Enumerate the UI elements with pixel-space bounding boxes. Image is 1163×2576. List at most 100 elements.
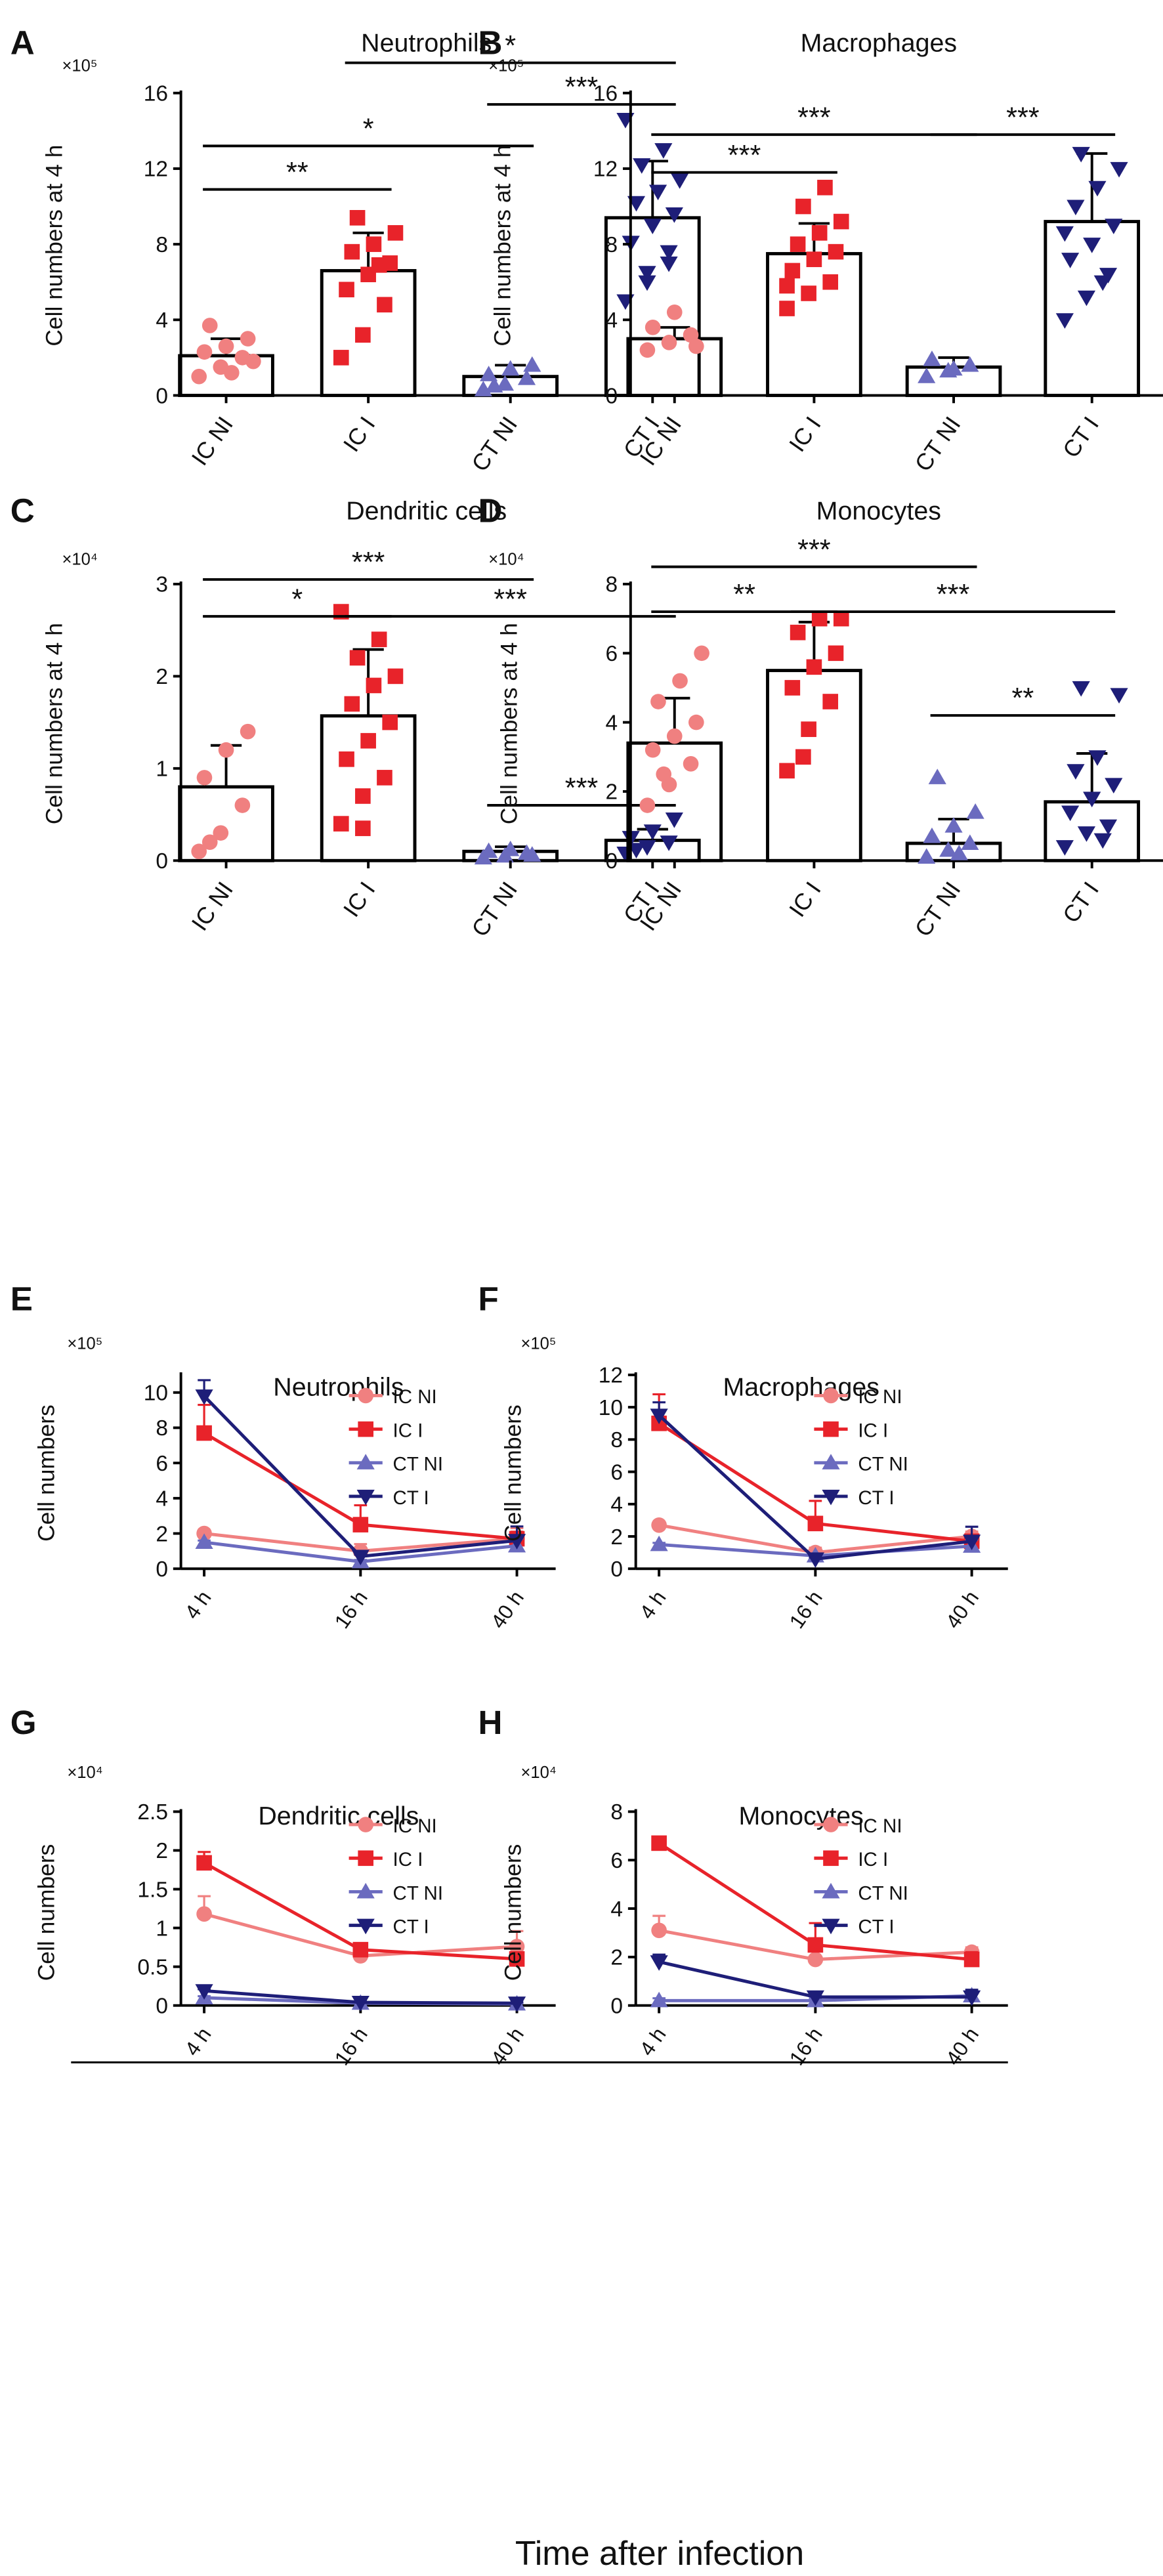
data-point bbox=[923, 827, 941, 843]
y-axis-label: Cell numbers bbox=[499, 1844, 526, 1981]
x-tick-label: IC NI bbox=[186, 412, 238, 470]
y-tick-label: 4 bbox=[606, 308, 618, 333]
y-tick-label: 10 bbox=[144, 1382, 168, 1406]
legend-label: CT NI bbox=[858, 1454, 908, 1475]
legend-label: IC NI bbox=[858, 1386, 902, 1408]
y-axis-label: Cell numbers bbox=[499, 1404, 526, 1542]
data-point bbox=[496, 375, 515, 391]
data-point bbox=[660, 256, 678, 272]
chart-title: Neutrophils bbox=[273, 1372, 404, 1401]
data-point bbox=[918, 848, 936, 864]
data-point bbox=[944, 360, 963, 376]
x-tick-label: 4 h bbox=[180, 2023, 216, 2060]
significance-label: *** bbox=[937, 579, 970, 610]
x-tick-label: CT I bbox=[1057, 412, 1104, 462]
data-point bbox=[650, 1991, 668, 2008]
x-tick-label: 4 h bbox=[635, 2023, 671, 2060]
data-point bbox=[240, 723, 256, 740]
data-point bbox=[501, 840, 520, 856]
legend-label: IC I bbox=[858, 1849, 888, 1870]
legend-marker bbox=[356, 1454, 375, 1469]
legend-marker bbox=[823, 1421, 839, 1437]
y-tick-label: 1.5 bbox=[137, 1878, 168, 1902]
y-tick-label: 4 bbox=[156, 308, 168, 333]
data-point bbox=[509, 1939, 525, 1954]
x-tick-label: CT NI bbox=[910, 412, 965, 476]
data-point bbox=[355, 788, 371, 804]
data-point bbox=[191, 843, 207, 860]
y-axis-label: Cell numbers bbox=[33, 1404, 60, 1542]
data-point bbox=[1110, 688, 1128, 704]
y-tick-label: 1 bbox=[156, 1916, 168, 1941]
y-tick-label: 1 bbox=[156, 757, 168, 782]
legend-marker bbox=[822, 1454, 840, 1469]
x-tick-label: CT I bbox=[1057, 877, 1104, 927]
data-point bbox=[639, 797, 656, 813]
data-point bbox=[650, 1408, 668, 1425]
chart-title: Macrophages bbox=[801, 29, 957, 58]
legend-marker bbox=[358, 1387, 374, 1404]
significance-label: *** bbox=[352, 547, 385, 578]
legend-marker bbox=[823, 1850, 839, 1867]
data-point bbox=[377, 297, 392, 313]
y-axis-label: Cell numbers at 4 h bbox=[41, 145, 68, 347]
data-point bbox=[201, 318, 218, 333]
data-point bbox=[196, 1855, 212, 1871]
y-tick-label: 2.5 bbox=[137, 1800, 168, 1825]
data-point bbox=[355, 327, 371, 343]
chart-title: Macrophages bbox=[723, 1372, 879, 1401]
y-tick-label: 2 bbox=[156, 665, 168, 689]
data-point bbox=[351, 1995, 370, 2012]
x-tick-label: CT NI bbox=[910, 877, 965, 941]
panel-letter: D bbox=[478, 492, 502, 529]
y-tick-label: 2 bbox=[156, 1522, 168, 1546]
axis-multiplier: ×10⁵ bbox=[67, 1335, 102, 1353]
legend-label: IC NI bbox=[393, 1815, 437, 1837]
data-point bbox=[1055, 840, 1074, 856]
data-point bbox=[1055, 313, 1074, 329]
data-point bbox=[218, 338, 234, 354]
x-tick-label: CT NI bbox=[467, 412, 522, 476]
data-point bbox=[633, 158, 651, 174]
y-tick-label: 6 bbox=[606, 642, 618, 666]
y-tick-label: 0 bbox=[610, 1557, 623, 1582]
y-tick-label: 6 bbox=[156, 1452, 168, 1476]
significance-label: *** bbox=[797, 534, 831, 566]
data-point bbox=[806, 1552, 824, 1569]
significance-label: ** bbox=[286, 157, 308, 188]
legend-marker bbox=[356, 1489, 375, 1506]
data-point bbox=[195, 1389, 213, 1405]
data-point bbox=[790, 624, 806, 641]
legend-label: CT NI bbox=[393, 1454, 444, 1475]
axis-multiplier: ×10⁵ bbox=[488, 56, 524, 75]
data-point bbox=[822, 274, 839, 290]
data-point bbox=[1072, 681, 1090, 697]
significance-label: *** bbox=[728, 140, 761, 171]
significance-label: ** bbox=[1012, 683, 1034, 714]
data-point bbox=[795, 198, 811, 215]
data-point bbox=[224, 365, 240, 381]
data-point bbox=[811, 225, 828, 241]
x-tick-label: IC I bbox=[784, 877, 826, 921]
legend-label: IC I bbox=[858, 1420, 888, 1441]
data-point bbox=[234, 797, 251, 813]
chart-title: Dendritic cells bbox=[346, 496, 507, 525]
data-point bbox=[480, 366, 498, 381]
data-point bbox=[806, 659, 822, 675]
chart-title: Neutrophils bbox=[361, 29, 492, 58]
y-tick-label: 0 bbox=[156, 1995, 168, 2019]
y-tick-label: 2 bbox=[610, 1946, 623, 1970]
y-tick-label: 12 bbox=[144, 158, 168, 182]
significance-label: *** bbox=[797, 102, 831, 133]
bar bbox=[766, 252, 862, 397]
x-tick-label: 16 h bbox=[784, 1586, 827, 1633]
y-tick-label: 2 bbox=[610, 1525, 623, 1550]
x-tick-label: 40 h bbox=[941, 1586, 983, 1633]
significance-label: *** bbox=[1006, 102, 1040, 133]
axis-multiplier: ×10⁵ bbox=[62, 56, 98, 75]
data-point bbox=[333, 816, 349, 832]
data-point bbox=[352, 1517, 369, 1532]
data-point bbox=[196, 770, 213, 786]
data-point bbox=[928, 769, 946, 784]
